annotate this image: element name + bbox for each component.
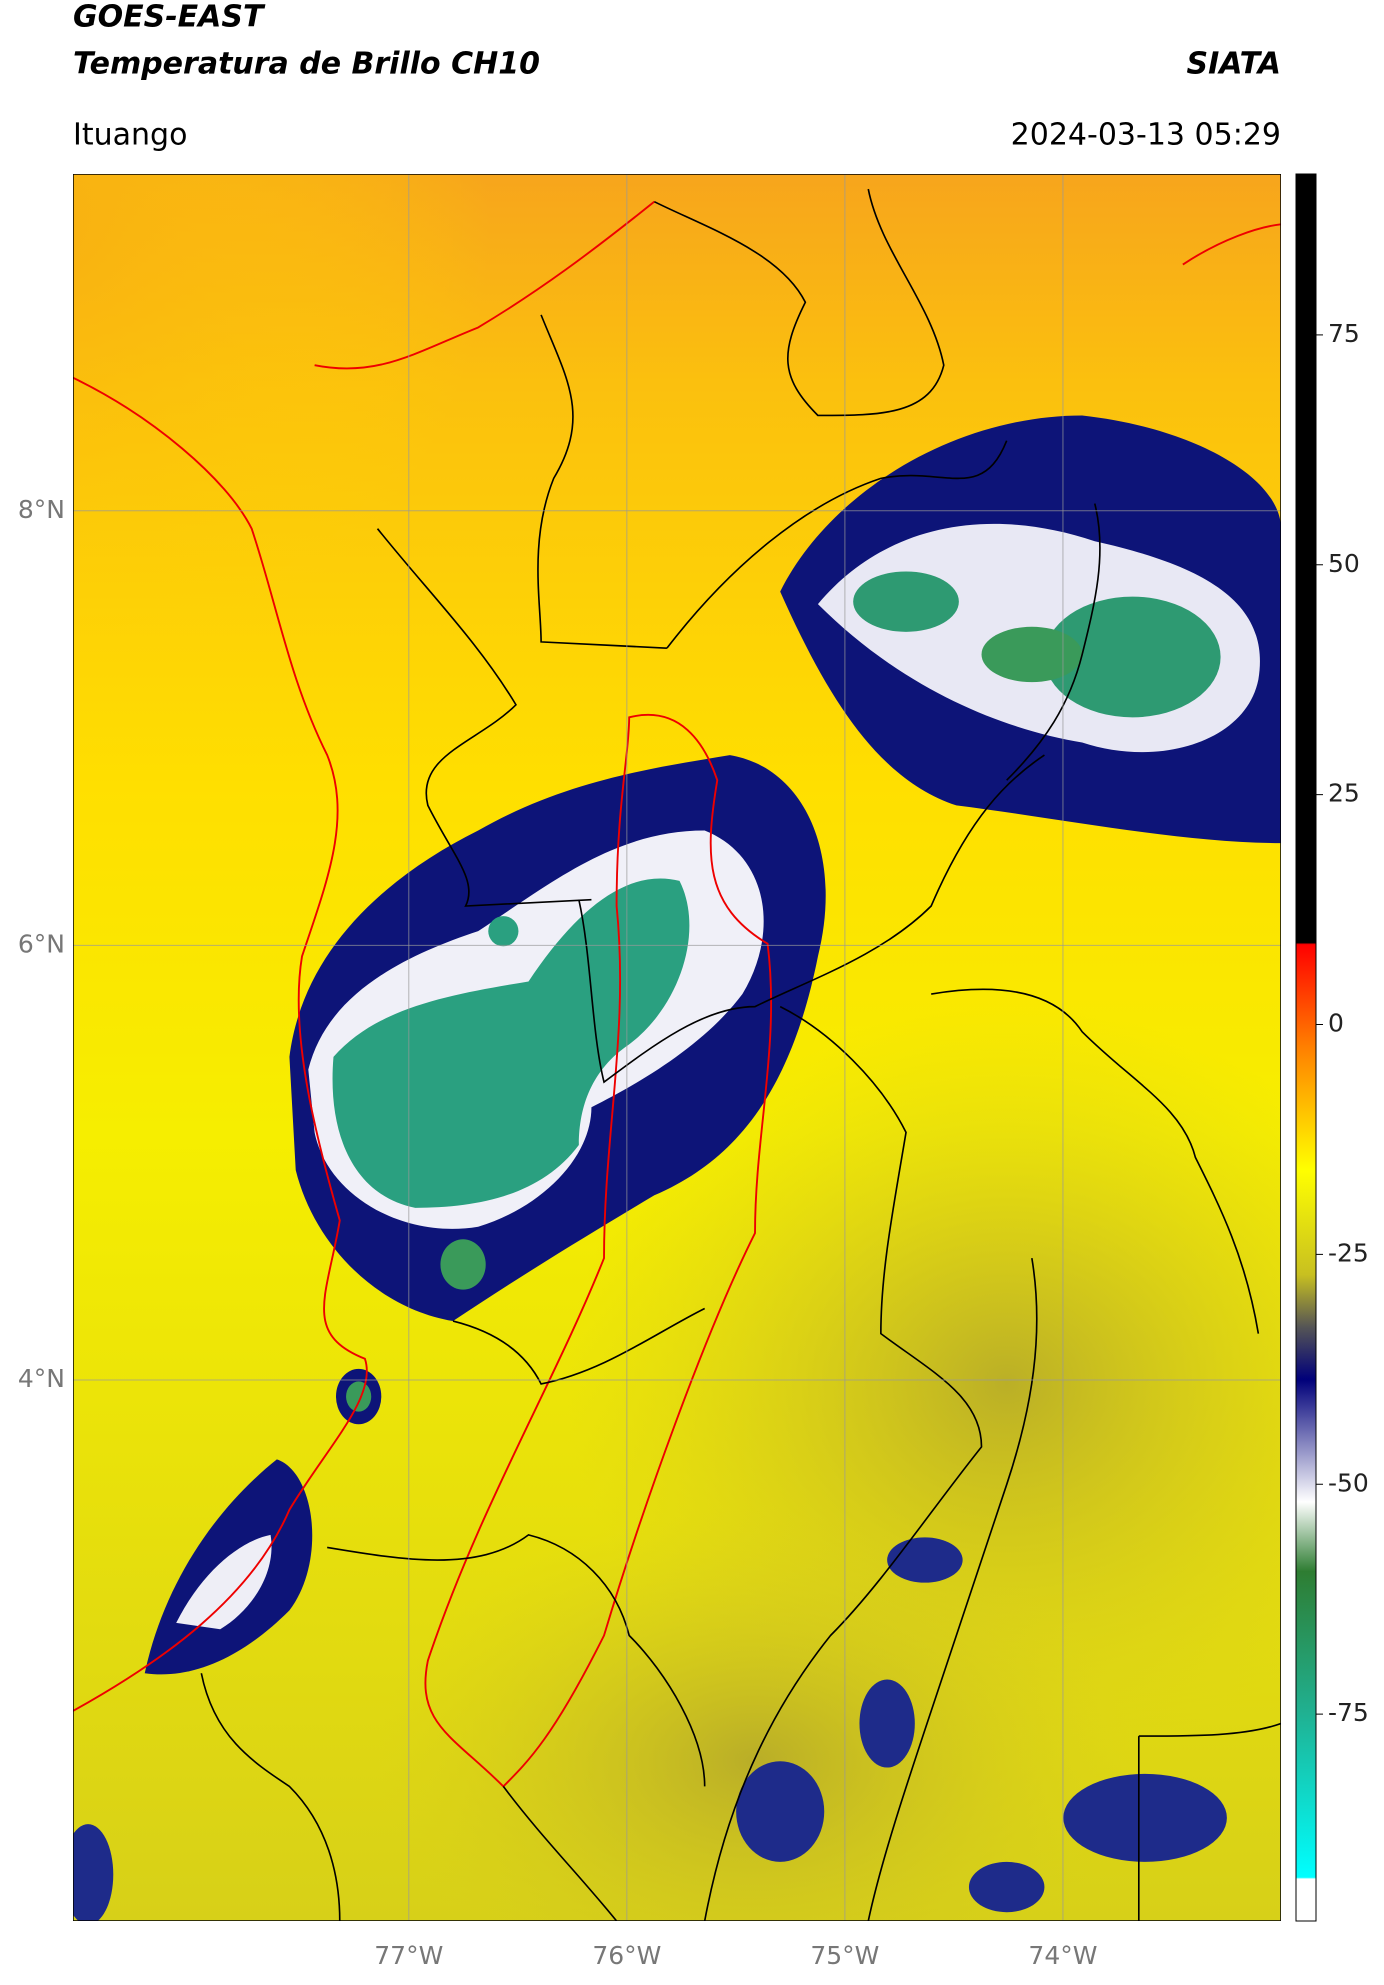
lon-tick-label: 75°W <box>810 1941 879 1970</box>
colorbar-tick-label: -25 <box>1328 1238 1369 1267</box>
location: Ituango <box>73 118 187 153</box>
colorbar-tick-label: -75 <box>1328 1698 1369 1727</box>
colorbar-tick-label: 25 <box>1328 779 1360 808</box>
colorbar-tick-label: -50 <box>1328 1468 1369 1497</box>
subtitle: Temperatura de Brillo CH10 <box>73 47 540 82</box>
datetime: 2024-03-13 05:29 <box>1011 118 1281 153</box>
colorbar-tick-label: 50 <box>1328 549 1360 578</box>
source: SIATA <box>1187 47 1281 82</box>
lon-tick-label: 77°W <box>374 1941 443 1970</box>
grid <box>73 174 1281 1921</box>
colorbar-tick-label: 75 <box>1328 319 1360 348</box>
lat-tick-label: 8°N <box>18 495 65 524</box>
colorbar-tick-label: 0 <box>1328 1009 1344 1038</box>
lon-tick-label: 74°W <box>1028 1941 1097 1970</box>
title: GOES-EAST <box>73 0 266 35</box>
colorbar <box>1295 173 1317 1922</box>
lat-tick-label: 6°N <box>18 929 65 958</box>
lon-tick-label: 76°W <box>592 1941 661 1970</box>
lat-tick-label: 4°N <box>18 1364 65 1393</box>
